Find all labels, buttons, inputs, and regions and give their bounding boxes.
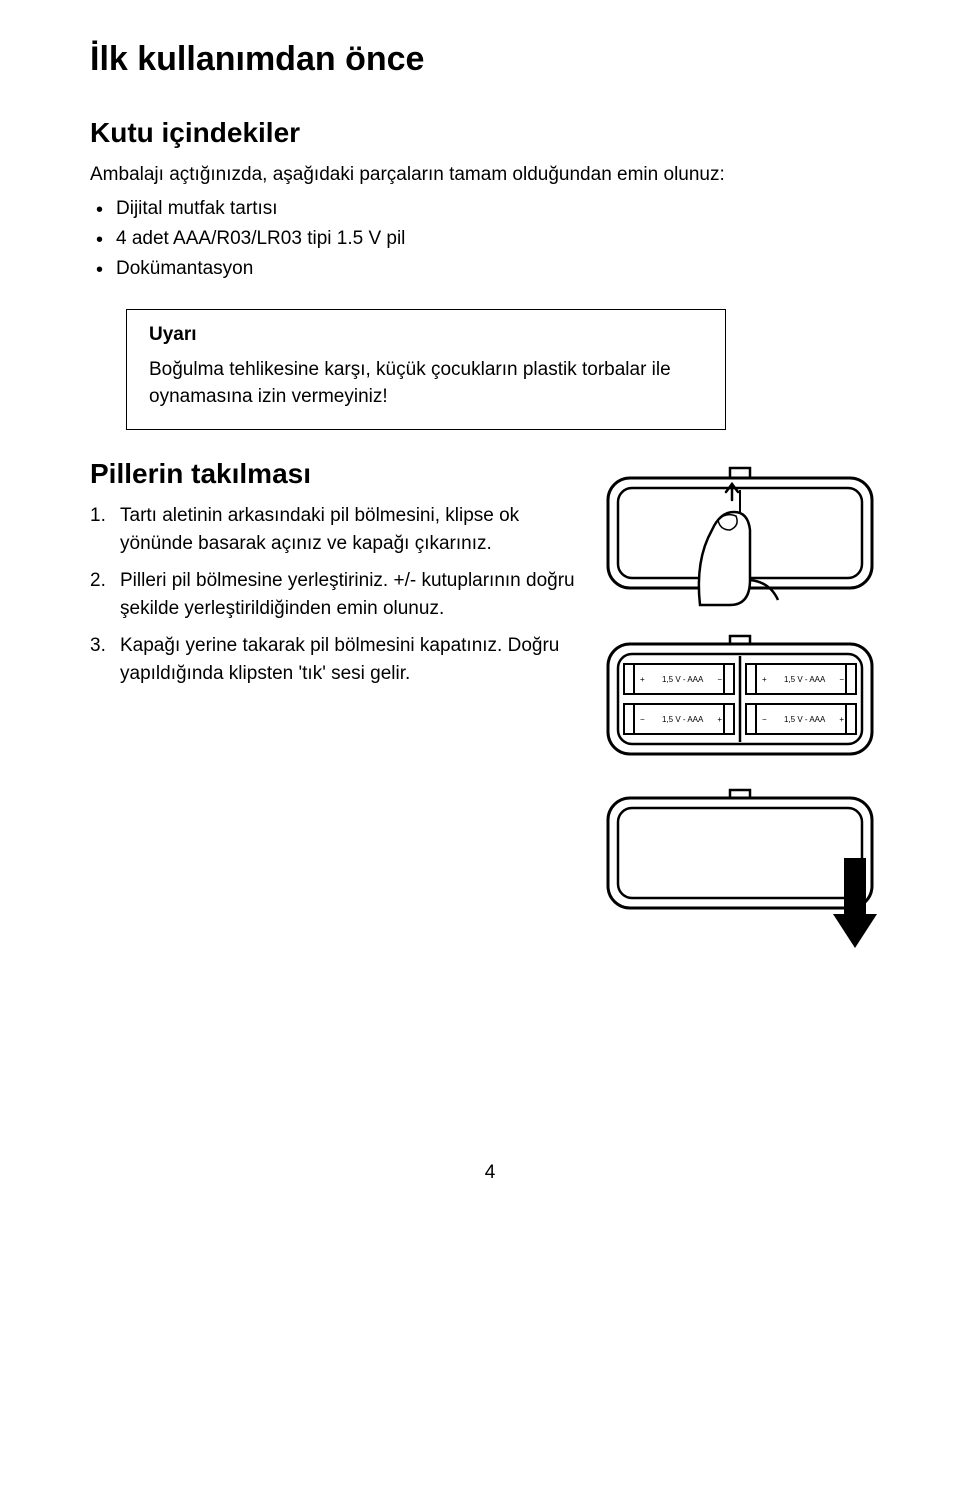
svg-text:−: − xyxy=(839,675,844,684)
page-title: İlk kullanımdan önce xyxy=(90,40,890,79)
svg-text:+: + xyxy=(762,675,767,684)
step-item: Tartı aletinin arkasındaki pil bölmesini… xyxy=(120,502,580,559)
svg-text:1,5 V - AAA: 1,5 V - AAA xyxy=(662,715,704,724)
contents-heading: Kutu içindekiler xyxy=(90,117,890,149)
list-item: 4 adet AAA/R03/LR03 tipi 1.5 V pil xyxy=(116,224,890,254)
illustration-close-cover xyxy=(600,788,890,958)
svg-text:1,5 V - AAA: 1,5 V - AAA xyxy=(784,715,826,724)
step-item: Kapağı yerine takarak pil bölmesini kapa… xyxy=(120,632,580,689)
page-number: 4 xyxy=(90,1162,890,1184)
batteries-heading: Pillerin takılması xyxy=(90,458,580,490)
warning-box: Uyarı Boğulma tehlikesine karşı, küçük ç… xyxy=(126,309,726,430)
illustration-open-cover xyxy=(600,460,890,610)
svg-text:+: + xyxy=(640,675,645,684)
svg-text:−: − xyxy=(717,675,722,684)
svg-text:1,5 V - AAA: 1,5 V - AAA xyxy=(662,675,704,684)
steps-list: Tartı aletinin arkasındaki pil bölmesini… xyxy=(90,502,580,689)
warning-title: Uyarı xyxy=(149,324,703,346)
contents-list: Dijital mutfak tartısı 4 adet AAA/R03/LR… xyxy=(90,194,890,285)
illustration-batteries: + 1,5 V - AAA − − 1,5 V - AAA + + 1,5 V … xyxy=(600,634,890,764)
list-item: Dijital mutfak tartısı xyxy=(116,194,890,224)
svg-text:−: − xyxy=(640,715,645,724)
svg-text:+: + xyxy=(717,715,722,724)
svg-text:−: − xyxy=(762,715,767,724)
svg-text:1,5 V - AAA: 1,5 V - AAA xyxy=(784,675,826,684)
svg-text:+: + xyxy=(839,715,844,724)
illustrations: + 1,5 V - AAA − − 1,5 V - AAA + + 1,5 V … xyxy=(600,458,890,982)
step-item: Pilleri pil bölmesine yerleştiriniz. +/-… xyxy=(120,567,580,624)
warning-body: Boğulma tehlikesine karşı, küçük çocukla… xyxy=(149,356,703,411)
contents-intro: Ambalajı açtığınızda, aşağıdaki parçalar… xyxy=(90,161,890,190)
list-item: Dokümantasyon xyxy=(116,254,890,284)
